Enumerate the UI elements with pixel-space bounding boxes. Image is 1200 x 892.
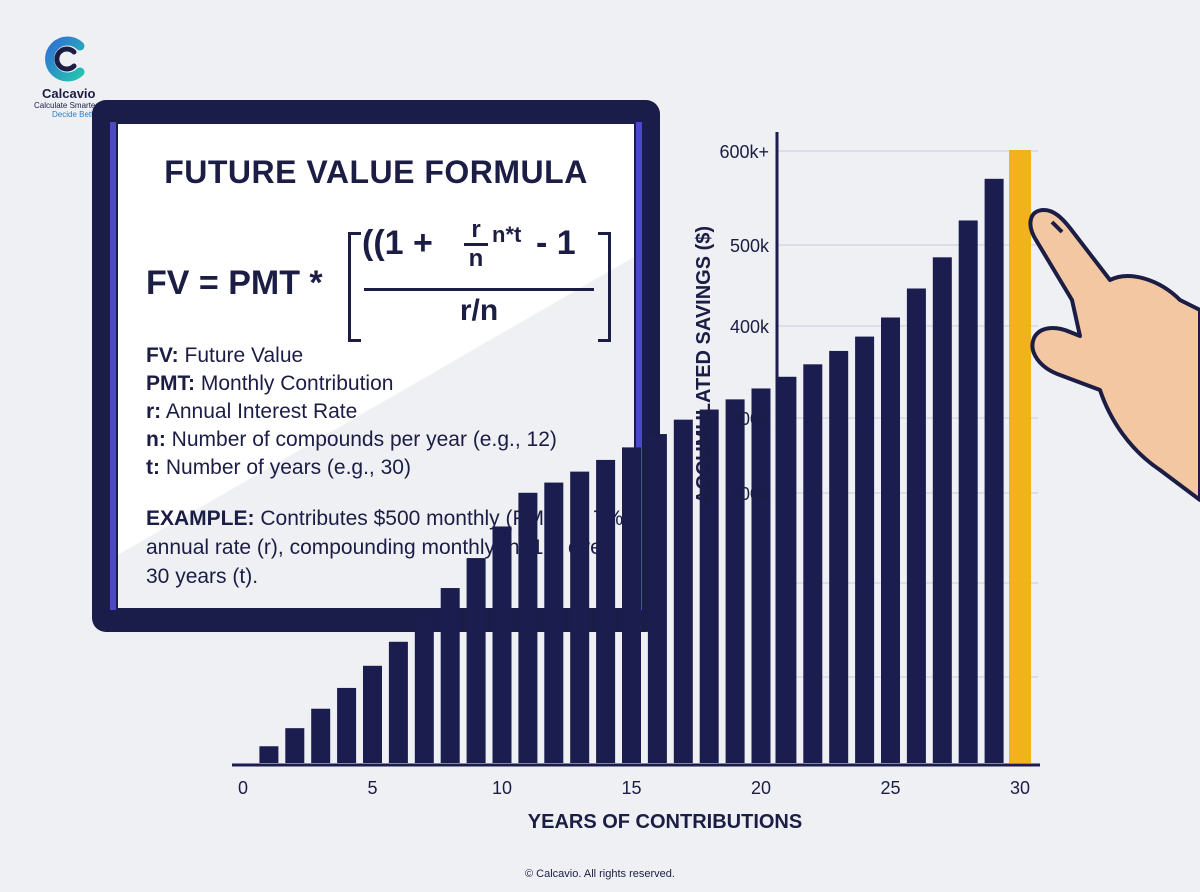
x-tick-label: 0 (238, 778, 248, 798)
brand-logo: Calcavio Calculate Smarter. Decide Bette… (30, 34, 140, 119)
brand-tagline-1: Calculate Smarter. (34, 101, 100, 110)
savings-bar (777, 376, 797, 763)
definition-term: PMT: (146, 372, 195, 395)
x-axis-title: YEARS OF CONTRIBUTIONS (528, 811, 802, 833)
formula-lhs: FV = PMT * (146, 264, 323, 302)
x-tick-label: 30 (1010, 778, 1030, 798)
formula-fraction-bar (364, 288, 594, 291)
savings-bar (337, 687, 357, 763)
definition-item: n: Number of compounds per year (e.g., 1… (146, 426, 557, 454)
savings-bar (440, 588, 460, 763)
savings-bar (466, 558, 486, 763)
copyright-footer: © Calcavio. All rights reserved. (525, 868, 675, 880)
example-label: EXAMPLE: (146, 507, 255, 530)
savings-bar (906, 288, 926, 763)
savings-bar (414, 615, 434, 763)
savings-bar (984, 178, 1004, 764)
left-bracket (348, 232, 361, 342)
brand-name: Calcavio (42, 86, 96, 101)
savings-bar (259, 746, 279, 763)
savings-bar (881, 317, 900, 763)
pointing-hand-icon (1028, 208, 1200, 502)
savings-bar (388, 641, 408, 763)
savings-bar (622, 447, 641, 763)
definition-desc: Number of years (e.g., 30) (165, 456, 411, 479)
formula-exponent: n*t (492, 222, 522, 247)
savings-bar (932, 257, 952, 763)
rate-fraction-bar (464, 243, 488, 246)
savings-bar (803, 364, 823, 763)
y-tick-label: 600k+ (719, 142, 769, 162)
definition-term: t: (146, 456, 160, 479)
y-tick-label: 100k (730, 484, 770, 504)
definition-item: r: Annual Interest Rate (146, 398, 557, 426)
definition-term: FV: (146, 344, 179, 367)
y-tick-label: 500k (730, 236, 770, 256)
savings-bar (958, 220, 978, 763)
definition-desc: Annual Interest Rate (165, 400, 358, 423)
y-axis-title: ACCUMULATED SAVINGS ($) (693, 226, 715, 504)
savings-bar (829, 350, 849, 763)
definition-desc: Number of compounds per year (e.g., 12) (171, 428, 557, 451)
savings-bar (492, 526, 512, 763)
definition-term: n: (146, 428, 166, 451)
definition-term: r: (146, 400, 162, 423)
definition-item: t: Number of years (e.g., 30) (146, 454, 557, 482)
savings-bar (544, 482, 564, 763)
formula-title: FUTURE VALUE FORMULA (164, 154, 588, 190)
definition-item: FV: Future Value (146, 342, 557, 370)
definition-desc: Future Value (184, 344, 304, 367)
brand-tagline-2: Decide Better. (52, 110, 103, 119)
hand-shape (1028, 208, 1200, 502)
formula-numerator-end: - 1 (536, 224, 576, 262)
x-tick-label: 20 (751, 778, 771, 798)
right-bracket (598, 232, 611, 342)
rate-fraction: r n (464, 218, 488, 271)
savings-bar (311, 708, 331, 763)
definition-item: PMT: Monthly Contribution (146, 370, 557, 398)
definition-desc: Monthly Contribution (200, 372, 394, 395)
calcavio-logo-icon (45, 36, 85, 82)
y-tick-label: 200k (730, 409, 770, 429)
savings-bar (647, 434, 667, 763)
x-tick-label: 5 (367, 778, 377, 798)
x-tick-label: 25 (880, 778, 900, 798)
y-tick-label: 400k (730, 317, 770, 337)
rate-fraction-bottom: n (468, 245, 484, 272)
x-tick-label: 15 (621, 778, 641, 798)
savings-bar (855, 336, 875, 763)
rate-fraction-top: r (471, 216, 481, 243)
formula-denominator: r/n (459, 294, 499, 327)
savings-bar (363, 665, 382, 763)
savings-bar (518, 492, 538, 763)
savings-bar (285, 728, 305, 763)
savings-bar (596, 459, 616, 763)
x-tick-label: 10 (492, 778, 512, 798)
savings-bar (673, 419, 693, 763)
savings-bar (570, 471, 590, 763)
hand-shape (1050, 220, 1064, 234)
savings-bar (725, 399, 745, 763)
definitions-list: FV: Future Value PMT: Monthly Contributi… (146, 342, 557, 482)
highlight-year-bar (1009, 150, 1031, 763)
savings-bar (751, 388, 771, 763)
formula-numerator-start: ((1 + (362, 224, 433, 262)
savings-bar (699, 409, 719, 763)
